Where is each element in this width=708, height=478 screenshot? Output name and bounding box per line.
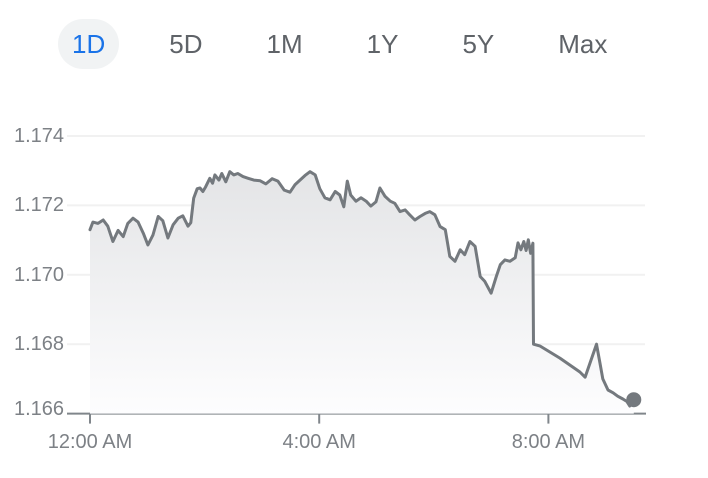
tab-max[interactable]: Max xyxy=(544,19,621,69)
tab-5d[interactable]: 5D xyxy=(155,19,216,69)
tab-1m[interactable]: 1M xyxy=(253,19,317,69)
tab-5y[interactable]: 5Y xyxy=(448,19,508,69)
series-line xyxy=(88,170,636,408)
y-axis-label: 1.174 xyxy=(14,125,65,147)
last-price-dot xyxy=(626,392,642,408)
x-axis-label: 8:00 AM xyxy=(511,430,586,453)
x-axis-label: 4:00 AM xyxy=(282,430,356,453)
time-range-tabs: 1D 5D 1M 1Y 5Y Max xyxy=(58,19,621,69)
y-axis-label: 1.166 xyxy=(14,397,65,420)
tab-1d[interactable]: 1D xyxy=(58,19,120,69)
series-fill xyxy=(90,171,634,414)
y-axis-label: 1.168 xyxy=(14,333,65,356)
x-axis-label: 12:00 AM xyxy=(47,430,133,453)
tab-1y[interactable]: 1Y xyxy=(353,19,413,69)
y-axis-label: 1.172 xyxy=(14,194,65,217)
y-axis-label: 1.170 xyxy=(14,263,65,286)
